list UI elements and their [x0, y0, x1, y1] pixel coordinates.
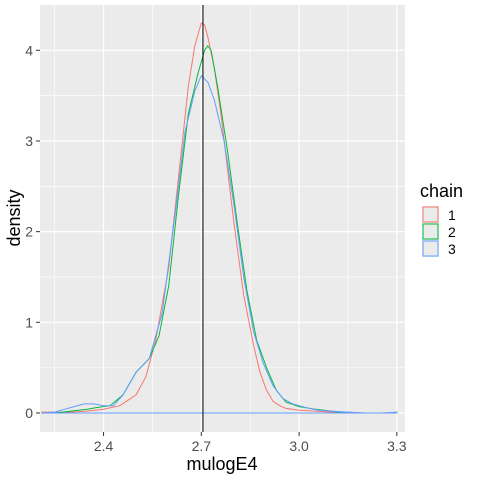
y-tick-label: 3: [25, 133, 33, 149]
density-curve-chain-3: [41, 74, 398, 414]
plot-panel: [40, 5, 405, 432]
x-tick-label: 2.7: [192, 438, 212, 454]
legend-label-chain-1: 1: [448, 207, 456, 223]
x-tick-label: 3.3: [387, 438, 407, 454]
y-tick-label: 2: [25, 224, 33, 240]
minor-gridlines: [40, 5, 405, 432]
legend-label-chain-2: 2: [448, 224, 456, 240]
axes: 2.4 2.7 3.0 3.3 0 1 2 3 4: [25, 42, 407, 454]
y-tick-label: 0: [25, 405, 33, 421]
legend-key-bg: [422, 223, 439, 240]
density-curve-chain-1: [41, 22, 397, 414]
legend-key-chain-1: [422, 206, 439, 223]
legend-label-chain-3: 3: [448, 241, 456, 257]
density-curve-chain-2: [54, 44, 349, 414]
x-tick-label: 2.4: [94, 438, 114, 454]
legend-key-chain-3: [422, 240, 439, 257]
y-tick-label: 1: [25, 314, 33, 330]
x-axis-title: mulogE4: [186, 454, 257, 474]
y-axis-title: density: [4, 189, 24, 246]
legend-key-bg: [422, 240, 439, 257]
y-tick-label: 4: [25, 42, 33, 58]
x-tick-label: 3.0: [289, 438, 309, 454]
legend-title: chain: [420, 181, 463, 201]
series-layer: [41, 5, 398, 432]
legend-key-chain-2: [422, 223, 439, 240]
legend: chain 123: [420, 181, 463, 257]
legend-key-bg: [422, 206, 439, 223]
